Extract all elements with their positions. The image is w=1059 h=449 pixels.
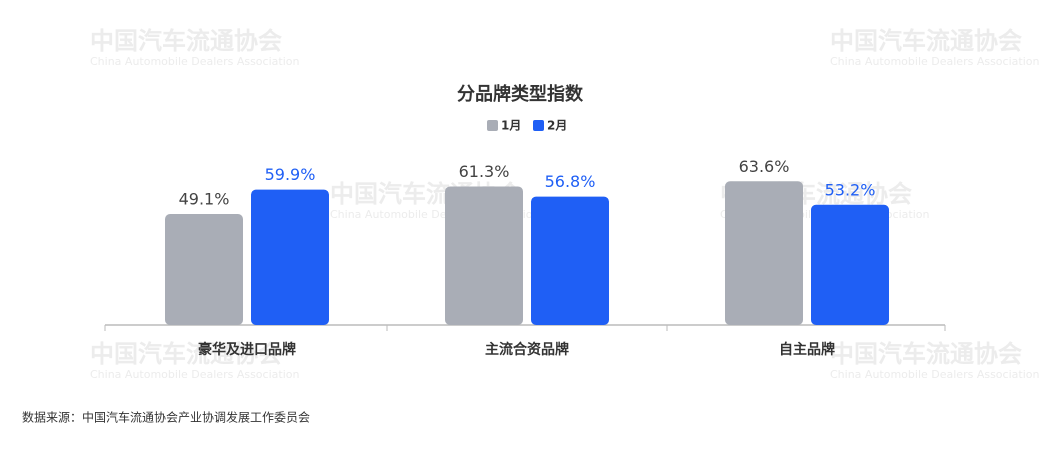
- watermark-english: China Automobile Dealers Association: [830, 55, 1039, 68]
- watermark-name: 中国汽车流通协会: [90, 27, 282, 55]
- bar: [725, 181, 803, 325]
- watermark-name: 中国汽车流通协会: [830, 340, 1022, 368]
- watermark-english: China Automobile Dealers Association: [90, 368, 299, 381]
- value-label: 63.6%: [739, 157, 790, 176]
- bar: [811, 204, 889, 325]
- legend-swatch: [533, 120, 544, 131]
- bar: [445, 186, 523, 325]
- watermark-english: China Automobile Dealers Association: [90, 55, 299, 68]
- value-label: 61.3%: [459, 162, 510, 181]
- watermark-name: 中国汽车流通协会: [830, 27, 1022, 55]
- x-tick-label: 主流合资品牌: [485, 341, 569, 358]
- value-label: 59.9%: [265, 165, 316, 184]
- bar: [165, 214, 243, 325]
- legend-label: 1月: [501, 119, 521, 133]
- value-label: 49.1%: [179, 190, 230, 209]
- x-tick-label: 自主品牌: [779, 341, 835, 358]
- watermark-english: China Automobile Dealers Association: [830, 368, 1039, 381]
- value-label: 53.2%: [825, 180, 876, 199]
- bar: [531, 196, 609, 325]
- bar: [251, 189, 329, 325]
- chart-title: 分品牌类型指数: [457, 83, 584, 105]
- legend-swatch: [487, 120, 498, 131]
- source-note: 数据来源：中国汽车流通协会产业协调发展工作委员会: [22, 410, 310, 425]
- x-tick-label: 豪华及进口品牌: [198, 341, 296, 358]
- legend-label: 2月: [547, 119, 567, 133]
- value-label: 56.8%: [545, 172, 596, 191]
- watermark-name: 中国汽车流通协会: [90, 340, 282, 368]
